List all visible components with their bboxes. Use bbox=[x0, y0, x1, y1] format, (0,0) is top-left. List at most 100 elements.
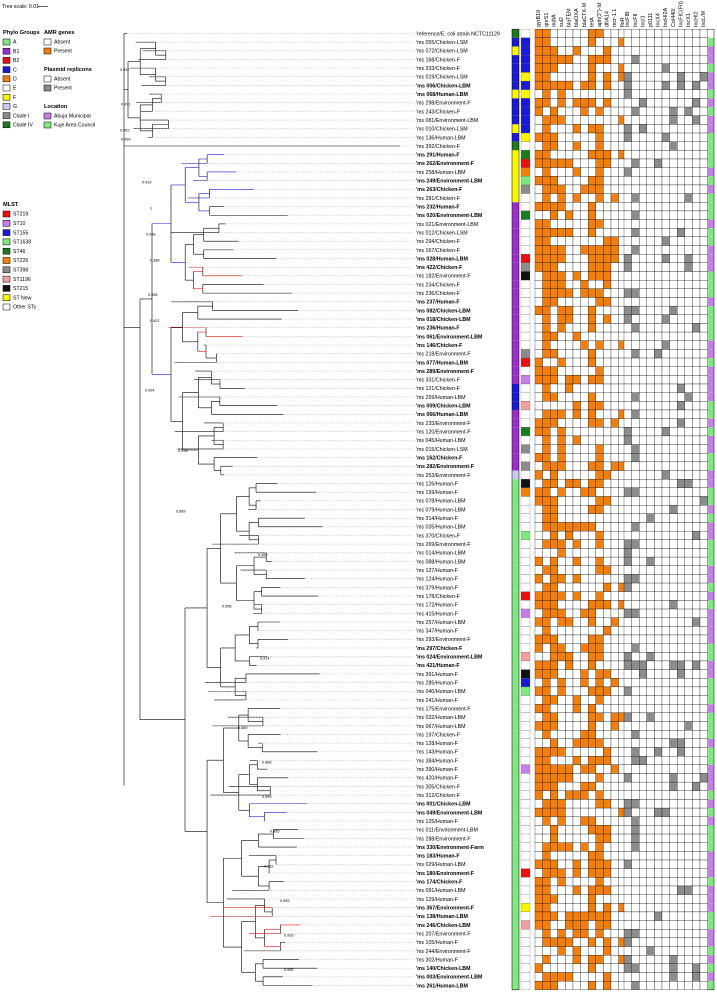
amr-cell bbox=[603, 877, 612, 887]
plasmid-cell bbox=[646, 781, 655, 791]
plasmid-cell bbox=[654, 46, 663, 56]
plasmid-cell bbox=[654, 228, 663, 238]
amr-cell bbox=[542, 937, 551, 947]
mlst-cell bbox=[520, 911, 531, 921]
amr-cell bbox=[565, 323, 574, 333]
amr-cell bbox=[557, 176, 566, 186]
plasmid-cell bbox=[699, 331, 708, 341]
amr-cell bbox=[595, 522, 604, 532]
mlst-cell bbox=[520, 219, 531, 229]
plasmid-cell bbox=[639, 29, 647, 38]
plasmid-cell bbox=[677, 461, 685, 471]
leaf-label: 'ms 261/Human-LBM bbox=[416, 983, 468, 989]
amr-cell bbox=[534, 764, 543, 774]
amr-cell bbox=[588, 522, 596, 532]
plasmid-cell bbox=[631, 565, 640, 575]
leaf-label: 'ms 011/Environment-LBM bbox=[416, 828, 478, 834]
amr-cell bbox=[610, 202, 619, 212]
leaf-label: 'ms 146/Chicken-F bbox=[416, 343, 463, 349]
plasmid-cell bbox=[677, 868, 685, 878]
phylo-group-cell bbox=[512, 531, 519, 540]
plasmid-cell bbox=[654, 470, 663, 480]
plasmid-cell bbox=[699, 842, 708, 852]
plasmid-cell bbox=[661, 626, 670, 636]
plasmid-cell bbox=[669, 132, 678, 142]
phylo-group-cell bbox=[512, 81, 519, 90]
phylo-group-cell bbox=[512, 418, 519, 428]
amr-cell bbox=[557, 280, 566, 289]
amr-cell bbox=[580, 297, 589, 307]
mlst-cell bbox=[520, 756, 531, 765]
amr-cell bbox=[610, 150, 619, 160]
leaf-label: 'ms 128/Human-F bbox=[416, 741, 459, 747]
amr-cell bbox=[595, 799, 604, 809]
amr-cell bbox=[603, 807, 612, 817]
plasmid-cell bbox=[639, 479, 647, 489]
plasmid-cell bbox=[631, 280, 640, 289]
plasmid-cell bbox=[654, 773, 663, 783]
plasmid-cell bbox=[631, 686, 640, 696]
plasmid-cell bbox=[699, 158, 708, 168]
phylo-group-cell bbox=[512, 981, 519, 990]
plasmid-cell bbox=[654, 781, 663, 791]
amr-cell bbox=[550, 150, 558, 160]
plasmid-cell bbox=[699, 271, 708, 281]
plasmid-cell bbox=[692, 453, 701, 463]
plasmid-cell bbox=[623, 704, 632, 714]
amr-cell bbox=[595, 435, 604, 445]
amr-cell bbox=[550, 323, 558, 333]
amr-cell bbox=[565, 652, 574, 662]
amr-cell bbox=[557, 340, 566, 350]
plasmid-cell bbox=[646, 833, 655, 843]
location-cell bbox=[706, 574, 714, 584]
amr-cell bbox=[542, 764, 551, 774]
plasmid-cell bbox=[699, 427, 708, 437]
plasmid-cell bbox=[669, 626, 678, 636]
amr-cell bbox=[572, 305, 581, 315]
plasmid-cell bbox=[654, 825, 663, 835]
plasmid-cell bbox=[669, 453, 678, 463]
plasmid-cell bbox=[661, 929, 670, 939]
amr-cell bbox=[603, 764, 612, 774]
amr-cell bbox=[580, 262, 589, 272]
plasmid-cell bbox=[631, 946, 640, 956]
amr-cell bbox=[595, 375, 604, 385]
amr-cell bbox=[557, 80, 566, 90]
plasmid-cell bbox=[631, 141, 640, 151]
leaf-label: 'ms 207/Environment-F bbox=[416, 931, 471, 937]
location-cell bbox=[706, 730, 714, 739]
mlst-cell bbox=[520, 531, 531, 540]
amr-cell bbox=[610, 323, 619, 333]
amr-cell bbox=[595, 340, 604, 350]
amr-cell bbox=[603, 582, 612, 592]
location-cell bbox=[706, 496, 714, 506]
plasmid-cell bbox=[669, 885, 678, 895]
amr-cell bbox=[550, 470, 558, 480]
amr-cell bbox=[557, 522, 566, 532]
plasmid-cell bbox=[639, 894, 647, 904]
plasmid-cell bbox=[699, 167, 708, 177]
amr-cell bbox=[580, 652, 589, 662]
plasmid-cell bbox=[639, 98, 647, 108]
location-cell bbox=[706, 773, 714, 783]
plasmid-cell bbox=[623, 487, 632, 497]
amr-cell bbox=[550, 210, 558, 220]
amr-cell bbox=[610, 781, 619, 791]
plasmid-cell bbox=[639, 634, 647, 644]
amr-cell bbox=[588, 496, 596, 506]
amr-cell bbox=[534, 418, 543, 428]
amr-cell bbox=[572, 288, 581, 298]
plasmid-cell bbox=[677, 695, 685, 705]
plasmid-cell bbox=[684, 929, 693, 939]
plasmid-cell bbox=[639, 228, 647, 238]
plasmid-cell bbox=[646, 132, 655, 142]
amr-gene-header: floR bbox=[620, 17, 626, 27]
support-value: 1 bbox=[150, 207, 152, 211]
leaf-label: 'ms 081/Environment-LBM bbox=[416, 118, 478, 124]
amr-cell bbox=[565, 29, 574, 38]
amr-cell bbox=[534, 851, 543, 861]
plasmid-cell bbox=[677, 219, 685, 229]
location-cell bbox=[706, 851, 714, 861]
plasmid-cell bbox=[699, 193, 708, 203]
plasmid-cell bbox=[646, 262, 655, 272]
